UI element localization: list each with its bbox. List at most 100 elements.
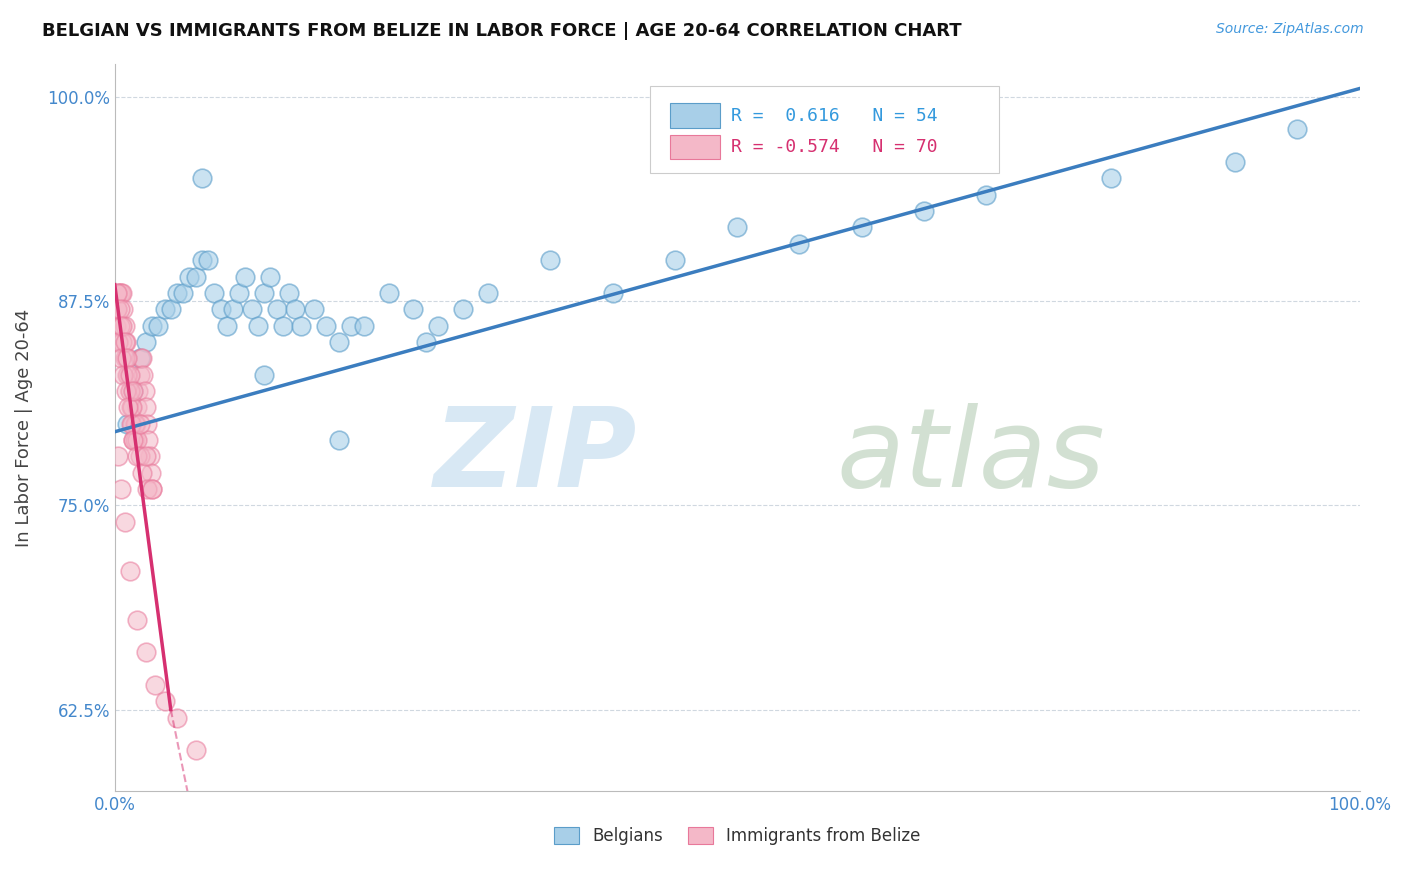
- Point: [135, 401, 157, 415]
- Point: [215, 318, 238, 333]
- Point: [122, 384, 145, 398]
- Point: [114, 515, 136, 529]
- Point: [115, 417, 138, 431]
- Point: [127, 433, 149, 447]
- FancyBboxPatch shape: [669, 135, 720, 160]
- Point: [266, 302, 288, 317]
- Point: [135, 450, 157, 464]
- Point: [159, 302, 181, 317]
- Text: ZIP: ZIP: [434, 403, 637, 510]
- Point: [246, 318, 269, 333]
- Point: [328, 334, 350, 349]
- Point: [148, 318, 170, 333]
- FancyBboxPatch shape: [669, 103, 720, 128]
- Point: [110, 285, 132, 300]
- Point: [117, 401, 139, 415]
- Point: [131, 466, 153, 480]
- Text: atlas: atlas: [837, 403, 1105, 510]
- Point: [105, 285, 128, 300]
- Point: [141, 482, 163, 496]
- Point: [153, 694, 176, 708]
- Point: [122, 384, 145, 398]
- Point: [122, 433, 145, 447]
- Point: [114, 318, 136, 333]
- Point: [228, 285, 250, 300]
- Point: [107, 450, 129, 464]
- Point: [127, 613, 149, 627]
- Point: [166, 711, 188, 725]
- Point: [138, 450, 160, 464]
- Point: [278, 285, 301, 300]
- Point: [122, 433, 145, 447]
- Point: [222, 302, 245, 317]
- Point: [253, 368, 276, 382]
- Point: [111, 334, 134, 349]
- Point: [415, 334, 437, 349]
- Point: [602, 285, 624, 300]
- Point: [235, 269, 257, 284]
- Point: [114, 334, 136, 349]
- Point: [302, 302, 325, 317]
- Point: [453, 302, 475, 317]
- Point: [128, 368, 150, 382]
- Point: [118, 368, 141, 382]
- Point: [118, 564, 141, 578]
- Point: [111, 318, 134, 333]
- Point: [143, 678, 166, 692]
- Text: BELGIAN VS IMMIGRANTS FROM BELIZE IN LABOR FORCE | AGE 20-64 CORRELATION CHART: BELGIAN VS IMMIGRANTS FROM BELIZE IN LAB…: [42, 22, 962, 40]
- Point: [290, 318, 312, 333]
- Point: [209, 302, 232, 317]
- Point: [135, 334, 157, 349]
- Point: [538, 253, 561, 268]
- Point: [259, 269, 281, 284]
- Point: [271, 318, 294, 333]
- Point: [108, 302, 131, 317]
- Point: [131, 351, 153, 366]
- Point: [110, 482, 132, 496]
- Point: [107, 285, 129, 300]
- Point: [125, 417, 148, 431]
- Point: [112, 302, 135, 317]
- Point: [111, 285, 134, 300]
- Point: [135, 645, 157, 659]
- Point: [328, 433, 350, 447]
- Point: [789, 236, 811, 251]
- Point: [120, 417, 142, 431]
- Point: [1223, 155, 1246, 169]
- Point: [127, 450, 149, 464]
- Point: [284, 302, 307, 317]
- Point: [110, 351, 132, 366]
- Point: [402, 302, 425, 317]
- Point: [353, 318, 375, 333]
- Point: [166, 285, 188, 300]
- Point: [124, 433, 146, 447]
- Point: [725, 220, 748, 235]
- Point: [128, 351, 150, 366]
- Legend: Belgians, Immigrants from Belize: Belgians, Immigrants from Belize: [554, 827, 921, 845]
- Point: [477, 285, 499, 300]
- Point: [191, 171, 214, 186]
- Point: [129, 351, 152, 366]
- Point: [974, 187, 997, 202]
- Point: [253, 285, 276, 300]
- Point: [427, 318, 450, 333]
- Point: [112, 368, 135, 382]
- Point: [153, 302, 176, 317]
- Text: R =  0.616   N = 54: R = 0.616 N = 54: [731, 107, 938, 125]
- Point: [115, 384, 138, 398]
- Point: [104, 318, 127, 333]
- Point: [128, 417, 150, 431]
- Point: [172, 285, 194, 300]
- Point: [114, 351, 136, 366]
- Point: [139, 466, 162, 480]
- Point: [136, 482, 159, 496]
- Point: [105, 302, 128, 317]
- Point: [108, 318, 131, 333]
- Point: [184, 743, 207, 757]
- Text: R = -0.574   N = 70: R = -0.574 N = 70: [731, 138, 938, 156]
- Point: [664, 253, 686, 268]
- Point: [105, 302, 128, 317]
- Point: [141, 318, 163, 333]
- Point: [184, 269, 207, 284]
- Point: [1286, 122, 1309, 136]
